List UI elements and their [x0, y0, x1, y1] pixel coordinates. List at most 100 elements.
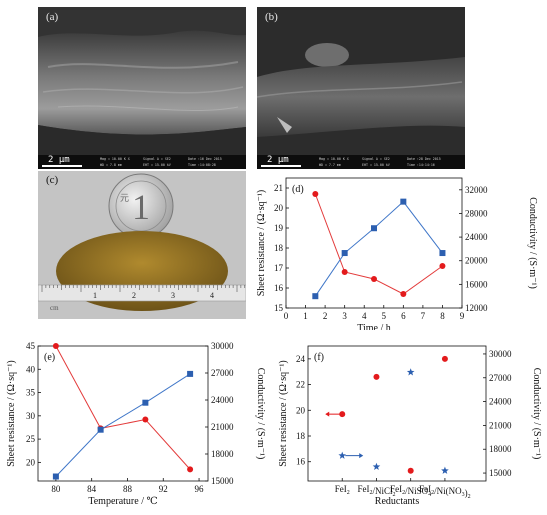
y-right-tick-label: 24000	[489, 397, 512, 407]
arrow-left-head	[325, 411, 330, 417]
category-label: FeI2/NiSO4	[390, 484, 431, 498]
x-tick-label: 6	[401, 311, 406, 321]
x-tick-label: 7	[421, 311, 426, 321]
data-point-star	[406, 368, 415, 376]
y-left-axis-title: Sheet resistance / (Ω·sq⁻¹)	[278, 360, 289, 467]
panel-label: (f)	[314, 352, 324, 363]
ruler-number-3: 3	[171, 291, 175, 300]
ruler-number-1: 1	[93, 291, 97, 300]
y-right-tick-label: 12000	[465, 303, 488, 313]
data-point-star	[372, 462, 381, 470]
x-tick-label: 84	[87, 484, 97, 494]
data-point-square	[341, 250, 348, 257]
info-wd-a: WD = 7.8 mm	[100, 163, 122, 167]
sem-texture-b	[257, 7, 465, 155]
y-right-axis-title: Conductivity / (S·m⁻¹)	[527, 197, 538, 289]
y-left-tick-label: 19	[274, 223, 284, 233]
info-time-b: Time :14:14:16	[407, 163, 435, 167]
info-time-a: Time :14:08:28	[188, 163, 216, 167]
data-point-circle	[439, 263, 446, 269]
x-tick-label: 88	[123, 484, 133, 494]
y-right-tick-label: 21000	[489, 420, 512, 430]
y-left-tick-label: 45	[26, 341, 36, 351]
film-photo-c: 1 元 cm 1 2 3 4 (c)	[38, 171, 246, 319]
scale-label-b: 2 μm	[267, 155, 289, 165]
data-point-circle	[373, 373, 380, 380]
y-right-tick-label: 15000	[489, 468, 512, 478]
coin-value: 1	[132, 187, 150, 227]
x-tick-label: 0	[284, 311, 289, 321]
data-point-square	[371, 225, 377, 232]
y-right-tick-label: 16000	[465, 279, 488, 289]
data-point-circle	[400, 291, 407, 297]
y-left-tick-label: 30	[26, 411, 36, 421]
data-point-circle	[52, 343, 59, 349]
y-right-tick-label: 30000	[211, 341, 234, 351]
info-signal-b: Signal A = SE2	[362, 157, 390, 161]
data-point-square	[52, 473, 59, 480]
data-point-circle	[341, 269, 348, 275]
y-left-tick-label: 16	[274, 283, 284, 293]
info-wd-b: WD = 7.7 mm	[319, 163, 341, 167]
info-mag-a: Mag = 10.00 K X	[100, 157, 130, 161]
y-right-tick-label: 24000	[211, 395, 234, 405]
data-point-circle	[312, 191, 319, 197]
y-left-tick-label: 25	[26, 434, 36, 444]
x-tick-label: 80	[51, 484, 61, 494]
y-left-tick-label: 17	[274, 263, 284, 273]
data-point-circle	[339, 411, 346, 418]
arrow-right-head	[359, 453, 364, 459]
y-right-tick-label: 20000	[465, 256, 488, 266]
film-photo-drawing: 1 元 cm 1 2 3 4	[38, 171, 246, 319]
chart-d: 0 1 2 3 4 5 6 7 8 9 15 16 17 18 19 20 21 12000 16000 20000 2…	[256, 177, 538, 330]
y-left-tick-label: 18	[274, 243, 284, 253]
panel-label: (e)	[44, 352, 55, 363]
scale-bar-a: 2 μm	[42, 155, 82, 167]
panel-label: (d)	[292, 184, 304, 195]
panel-label-c: (c)	[46, 174, 59, 186]
data-point-circle	[407, 467, 414, 474]
sem-texture-a	[38, 7, 246, 155]
series-line-right	[55, 373, 191, 477]
y-left-tick-label: 35	[26, 388, 36, 398]
x-tick-label: 9	[460, 311, 465, 321]
category-label: FeI2/Ni(NO3)2	[419, 484, 471, 500]
data-point-square	[187, 370, 194, 377]
y-right-tick-label: 24000	[465, 232, 488, 242]
x-axis-title: Temperature / ℃	[88, 496, 157, 507]
y-left-axis-title: Sheet resistance / (Ω·sq⁻¹)	[256, 190, 267, 297]
y-right-tick-label: 18000	[489, 444, 512, 454]
data-point-circle	[187, 466, 194, 473]
data-point-square	[142, 399, 149, 406]
y-left-tick-label: 20	[26, 457, 36, 467]
category-label: FeI2	[335, 484, 350, 496]
plot-frame	[307, 345, 487, 482]
y-left-axis-title: Sheet resistance / (Ω·sq⁻¹)	[6, 360, 17, 467]
series-line-left	[55, 345, 191, 470]
x-tick-label: 5	[382, 311, 387, 321]
x-axis-title: Reductants	[375, 496, 420, 507]
y-left-tick-label: 20	[274, 203, 284, 213]
x-tick-label: 2	[323, 311, 328, 321]
x-tick-label: 4	[362, 311, 367, 321]
ruler-number-2: 2	[132, 291, 136, 300]
scale-bar-b: 2 μm	[261, 155, 301, 167]
data-point-star	[441, 466, 449, 474]
y-right-tick-label: 28000	[465, 208, 488, 218]
y-right-tick-label: 15000	[211, 476, 234, 486]
y-left-tick-label: 22	[296, 380, 305, 390]
y-right-tick-label: 27000	[489, 373, 512, 383]
y-right-axis-title: Conductivity / (S·m⁻¹)	[531, 368, 542, 460]
scale-label-a: 2 μm	[48, 155, 70, 165]
sem-image-a: (a) 2 μm Mag = 10.00 K X WD = 7.8 mm Sig…	[38, 7, 246, 169]
data-point-circle	[371, 276, 377, 282]
info-signal-a: Signal A = SE2	[143, 157, 171, 161]
scale-line-a	[42, 165, 82, 167]
y-left-tick-label: 24	[296, 354, 306, 364]
plot-frame	[37, 345, 209, 482]
info-eht-a: EHT = 15.00 kV	[143, 163, 171, 167]
info-date-b: Date :28 Dec 2015	[407, 157, 441, 161]
data-point-square	[439, 250, 446, 257]
sem-info-bar-b: 2 μm Mag = 10.00 K X WD = 7.7 mm Signal …	[257, 155, 465, 169]
